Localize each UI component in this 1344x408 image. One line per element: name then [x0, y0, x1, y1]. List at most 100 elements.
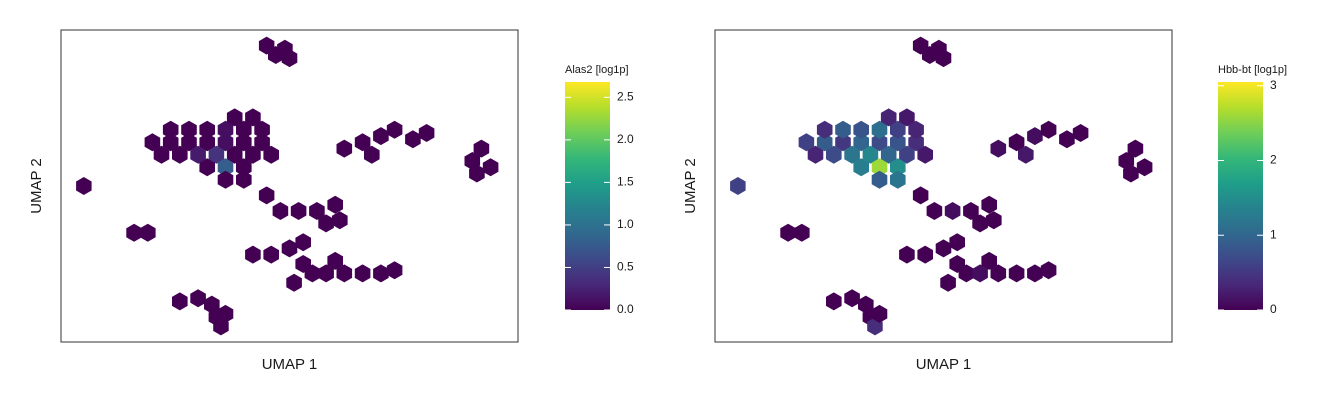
hex-cell — [199, 133, 215, 152]
hex-cell — [1040, 261, 1057, 280]
hex-cell — [199, 120, 215, 139]
colorbar-tick-label: 1 — [1270, 227, 1277, 241]
hex-cell — [871, 304, 888, 323]
hex-cell — [835, 120, 851, 139]
hex-cell — [258, 186, 275, 205]
hex-cell — [935, 239, 952, 258]
hex-cell — [963, 202, 979, 220]
hex-cell — [826, 145, 842, 164]
hex-cell — [199, 158, 215, 177]
hex-cell — [798, 133, 815, 152]
hex-cell — [1008, 133, 1025, 152]
hex-cell — [336, 264, 353, 283]
hex-cell — [263, 145, 279, 164]
hex-cell — [940, 273, 956, 292]
hex-cell — [899, 245, 915, 264]
hex-cell — [386, 120, 403, 139]
hex-cell — [1127, 139, 1144, 158]
hex-cell — [354, 133, 371, 152]
hex-cell — [144, 133, 161, 152]
hex-cell — [1040, 120, 1057, 139]
hex-cell — [304, 264, 321, 283]
hex-cell — [76, 177, 92, 195]
hex-cell — [844, 145, 860, 164]
hex-cell — [944, 202, 961, 220]
hex-cell — [890, 158, 906, 177]
hex-cell — [254, 120, 270, 139]
hex-cell — [208, 145, 225, 164]
hex-cell — [890, 120, 906, 139]
hex-cell — [309, 202, 325, 220]
hex-cell — [190, 145, 206, 164]
hex-cell — [926, 202, 943, 220]
hex-cell — [172, 145, 188, 164]
hex-cell — [816, 133, 833, 152]
hex-cell — [405, 130, 421, 149]
hex-cell — [386, 261, 403, 280]
hex-cell — [949, 233, 965, 252]
hex-cell — [336, 139, 353, 158]
hex-cell — [826, 292, 842, 311]
x-axis-label: UMAP 1 — [916, 356, 972, 373]
hex-cell — [217, 304, 234, 323]
y-axis-label: UMAP 2 — [28, 158, 45, 214]
hex-cell — [153, 145, 170, 164]
hex-cell — [373, 127, 389, 146]
hex-cell — [1123, 164, 1139, 183]
hex-cell — [226, 145, 243, 164]
colorbar-tick-label: 2 — [1270, 153, 1277, 167]
hex-cell — [236, 170, 252, 189]
hex-cell — [332, 211, 348, 230]
hex-cell — [1008, 264, 1025, 283]
hex-cell — [245, 108, 261, 127]
colorbar-tick-label: 1.5 — [617, 175, 634, 189]
hex-cell — [912, 186, 929, 205]
hex-cell — [318, 214, 334, 233]
hex-cell — [958, 264, 975, 283]
hex-cell — [917, 145, 933, 164]
hex-cell — [899, 108, 915, 127]
hex-cell — [835, 133, 851, 152]
hex-cell — [236, 158, 252, 177]
hex-cell — [917, 245, 933, 264]
hex-cell — [844, 289, 860, 308]
hex-cell — [254, 133, 270, 152]
hex-cell — [473, 139, 490, 158]
hex-cell — [354, 264, 371, 283]
hex-cell — [236, 120, 252, 139]
hex-cell — [364, 145, 380, 164]
colorbar-label: Alas2 [log1p] — [565, 64, 629, 76]
hex-cell — [482, 158, 499, 177]
colorbar-tick-label: 1.0 — [617, 217, 634, 231]
hex-cell — [794, 223, 810, 242]
hex-cell — [190, 289, 206, 308]
hex-cell — [290, 202, 307, 220]
hex-cell — [126, 223, 142, 242]
colorbar-tick-label: 2.5 — [617, 89, 634, 103]
hex-cell — [286, 273, 302, 292]
hex-cell — [862, 145, 879, 164]
hex-cell — [327, 195, 343, 214]
hex-cell — [880, 108, 897, 127]
colorbar-tick-label: 2.0 — [617, 132, 634, 146]
hex-cell — [181, 133, 197, 152]
hex-cell — [181, 120, 197, 139]
hex-cell — [263, 245, 279, 264]
hex-cell — [217, 170, 234, 189]
hex-cell — [871, 120, 888, 139]
hex-cell — [986, 211, 1002, 230]
hex-cell — [373, 264, 389, 283]
hex-cell — [990, 264, 1007, 283]
hex-cell — [217, 158, 234, 177]
colorbar-tick-label: 3 — [1270, 78, 1277, 92]
hex-cell — [871, 170, 888, 189]
hex-cell — [281, 49, 298, 68]
hex-cell — [318, 264, 334, 283]
hex-cell — [981, 195, 997, 214]
hex-cell — [172, 292, 188, 311]
plot-frame — [714, 29, 1173, 343]
hex-cell — [140, 223, 156, 242]
hex-cell — [217, 120, 234, 139]
hex-cell — [730, 177, 746, 195]
